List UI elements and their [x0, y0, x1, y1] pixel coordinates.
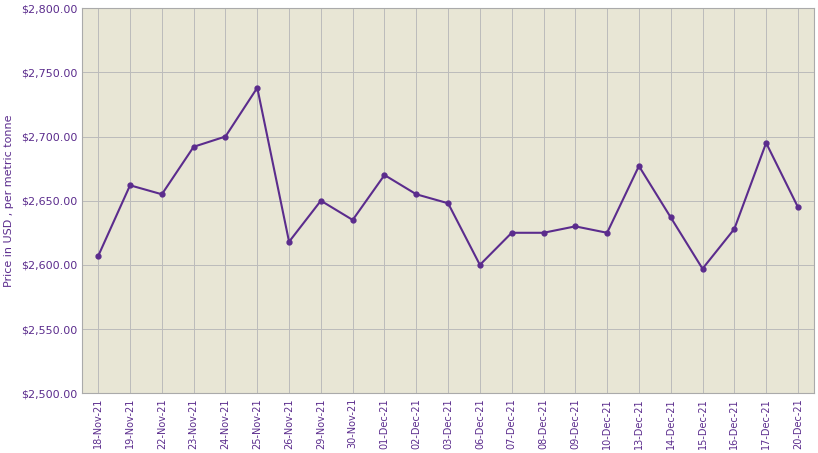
- Y-axis label: Price in USD , per metric tonne: Price in USD , per metric tonne: [4, 115, 14, 287]
